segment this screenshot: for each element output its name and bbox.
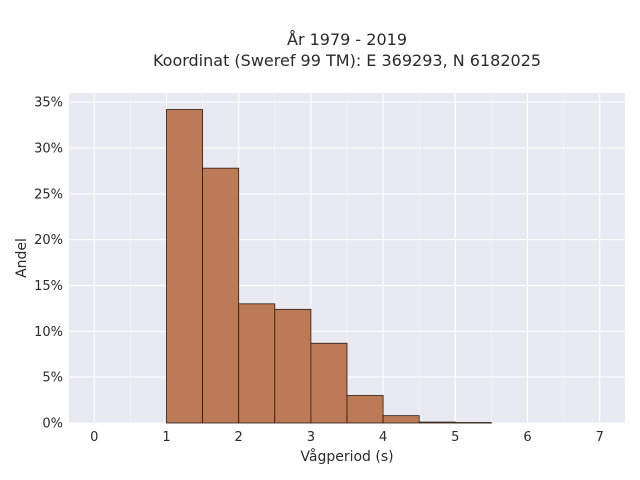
x-tick-label: 0 bbox=[90, 430, 98, 445]
y-tick-label: 30% bbox=[34, 142, 63, 157]
histogram-bars bbox=[166, 109, 492, 424]
x-tick-label: 1 bbox=[162, 430, 170, 445]
y-axis-label: Andel bbox=[14, 238, 30, 278]
histogram-bar bbox=[382, 415, 420, 424]
histogram-bar bbox=[454, 422, 492, 424]
x-tick-labels: 0 1 2 3 4 5 6 7 bbox=[90, 430, 604, 445]
histogram-bar bbox=[202, 167, 240, 424]
x-tick-label: 7 bbox=[596, 430, 604, 445]
y-tick-label: 20% bbox=[34, 233, 63, 248]
histogram-bar bbox=[346, 395, 384, 424]
x-tick-label: 5 bbox=[451, 430, 459, 445]
histogram-bar bbox=[310, 342, 348, 424]
x-tick-label: 6 bbox=[523, 430, 531, 445]
x-tick-label: 4 bbox=[379, 430, 387, 445]
y-tick-label: 25% bbox=[34, 187, 63, 202]
histogram-bar bbox=[238, 303, 276, 424]
x-tick-label: 3 bbox=[307, 430, 315, 445]
y-tick-label: 5% bbox=[42, 371, 63, 386]
chart-title-line1: År 1979 - 2019 bbox=[287, 30, 407, 49]
y-tick-label: 10% bbox=[34, 325, 63, 340]
y-tick-label: 35% bbox=[34, 96, 63, 111]
x-axis-label: Vågperiod (s) bbox=[300, 448, 393, 465]
x-tick-label: 2 bbox=[235, 430, 243, 445]
histogram-bar bbox=[274, 308, 312, 424]
histogram-bar bbox=[418, 421, 456, 424]
histogram-bar bbox=[166, 109, 203, 424]
y-tick-labels: 0% 5% 10% 15% 20% 25% 30% 35% bbox=[34, 96, 63, 432]
y-tick-label: 15% bbox=[34, 279, 63, 294]
y-tick-label: 0% bbox=[42, 417, 63, 432]
chart-title-line2: Koordinat (Sweref 99 TM): E 369293, N 61… bbox=[153, 51, 541, 70]
